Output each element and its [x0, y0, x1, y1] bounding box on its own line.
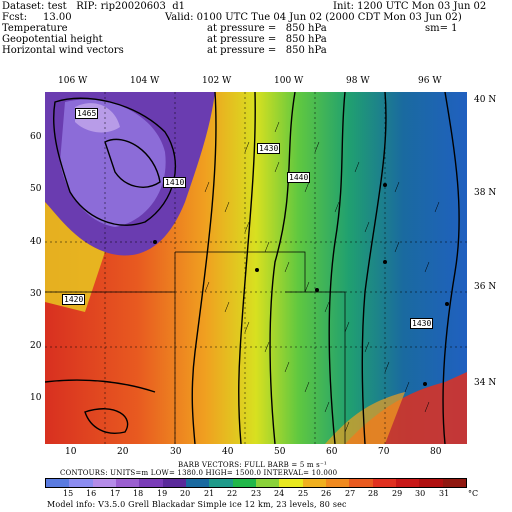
- colorbar-swatch: [325, 479, 350, 487]
- cold-core: [60, 99, 166, 227]
- colorbar-label: 25: [298, 489, 309, 498]
- colorbar-swatch: [255, 479, 280, 487]
- colorbar-label: 18: [133, 489, 144, 498]
- field-temperature: Temperature: [2, 23, 68, 34]
- map-svg: [45, 92, 467, 444]
- grid-x-label: 50: [274, 447, 286, 457]
- stations: [153, 183, 449, 386]
- lat-label: 40 N: [474, 95, 497, 105]
- colorbar-label: 27: [345, 489, 356, 498]
- lon-label: 100 W: [274, 76, 304, 86]
- contour-label: 1440: [287, 172, 311, 183]
- grid-x-label: 10: [65, 447, 77, 457]
- colorbar-label: 20: [180, 489, 191, 498]
- field-height-level: at pressure = 850 hPa: [207, 34, 327, 45]
- colorbar-label: 22: [227, 489, 238, 498]
- colorbar-swatch: [162, 479, 186, 487]
- field-temperature-level: at pressure = 850 hPa: [207, 23, 327, 34]
- colorbar-unit: °C: [468, 489, 479, 498]
- colorbar-swatch: [69, 479, 93, 487]
- lat-label: 38 N: [474, 188, 497, 198]
- contour-label: 1420: [62, 294, 86, 305]
- grid-y-label: 50: [30, 184, 42, 194]
- colorbar-label: 30: [415, 489, 426, 498]
- colorbar-label: 21: [204, 489, 215, 498]
- weather-map: [45, 92, 467, 444]
- lon-label: 106 W: [58, 76, 88, 86]
- model-info: Model info: V3.5.0 Grell Blackadar Simpl…: [47, 500, 347, 509]
- forecast-hour: Fcst: 13.00: [2, 12, 72, 23]
- field-height: Geopotential height: [2, 34, 103, 45]
- colorbar-swatch: [279, 479, 303, 487]
- colorbar-swatch: [92, 479, 116, 487]
- colorbar-label: 16: [86, 489, 97, 498]
- grid-x-label: 70: [378, 447, 390, 457]
- colorbar-label: 24: [274, 489, 285, 498]
- colorbar-swatch: [419, 479, 443, 487]
- colorbar-label: 28: [368, 489, 379, 498]
- colorbar-swatch: [349, 479, 373, 487]
- grid-x-label: 30: [170, 447, 182, 457]
- lon-label: 98 W: [346, 76, 370, 86]
- colorbar-label: 17: [110, 489, 121, 498]
- grid-x-label: 20: [117, 447, 129, 457]
- colorbar-swatch: [372, 479, 396, 487]
- colorbar-label: 19: [157, 489, 168, 498]
- grid-x-label: 80: [430, 447, 442, 457]
- field-wind: Horizontal wind vectors: [2, 45, 124, 56]
- colorbar-swatch: [115, 479, 140, 487]
- contour-label: 1430: [410, 318, 434, 329]
- height-contours: [45, 92, 460, 444]
- colorbar-swatch: [302, 479, 326, 487]
- lat-label: 36 N: [474, 282, 497, 292]
- barb-info: BARB VECTORS: FULL BARB = 5 m s⁻¹: [178, 461, 327, 469]
- lon-label: 96 W: [418, 76, 442, 86]
- contour-label: 1430: [257, 143, 281, 154]
- contour-label: 1410: [163, 177, 187, 188]
- grid-y-label: 40: [30, 237, 42, 247]
- grid-y-label: 20: [30, 341, 42, 351]
- mid-band: [45, 202, 105, 312]
- valid-time: Valid: 0100 UTC Tue 04 Jun 02 (2000 CDT …: [165, 12, 462, 23]
- grid-x-label: 40: [222, 447, 234, 457]
- lon-label: 104 W: [130, 76, 160, 86]
- colorbar-swatch: [395, 479, 420, 487]
- colorbar-label: 23: [251, 489, 262, 498]
- colorbar-swatch: [139, 479, 163, 487]
- grid-y-label: 60: [30, 132, 42, 142]
- colorbar-label: 15: [63, 489, 74, 498]
- colorbar-swatch: [185, 479, 210, 487]
- colorbar: [45, 478, 467, 488]
- colorbar-label: 31: [439, 489, 450, 498]
- contour-label: 1465: [75, 108, 99, 119]
- colorbar-swatch: [232, 479, 256, 487]
- wind-barbs: [204, 121, 440, 433]
- dataset-label: Dataset: test RIP: rip20020603 d1: [2, 1, 185, 12]
- field-wind-level: at pressure = 850 hPa: [207, 45, 327, 56]
- colorbar-label: 29: [392, 489, 403, 498]
- lon-label: 102 W: [202, 76, 232, 86]
- lat-label: 34 N: [474, 378, 497, 388]
- grid-y-label: 30: [30, 289, 42, 299]
- grid-y-label: 10: [30, 393, 42, 403]
- contour-info: CONTOURS: UNITS=m LOW= 1380.0 HIGH= 1500…: [60, 469, 338, 477]
- grid-x-label: 60: [326, 447, 338, 457]
- colorbar-swatch: [442, 479, 466, 487]
- init-time: Init: 1200 UTC Mon 03 Jun 02: [333, 1, 487, 12]
- colorbar-swatch: [209, 479, 233, 487]
- smoothing: sm= 1: [425, 23, 458, 34]
- colorbar-label: 26: [321, 489, 332, 498]
- colorbar-swatch: [46, 479, 70, 487]
